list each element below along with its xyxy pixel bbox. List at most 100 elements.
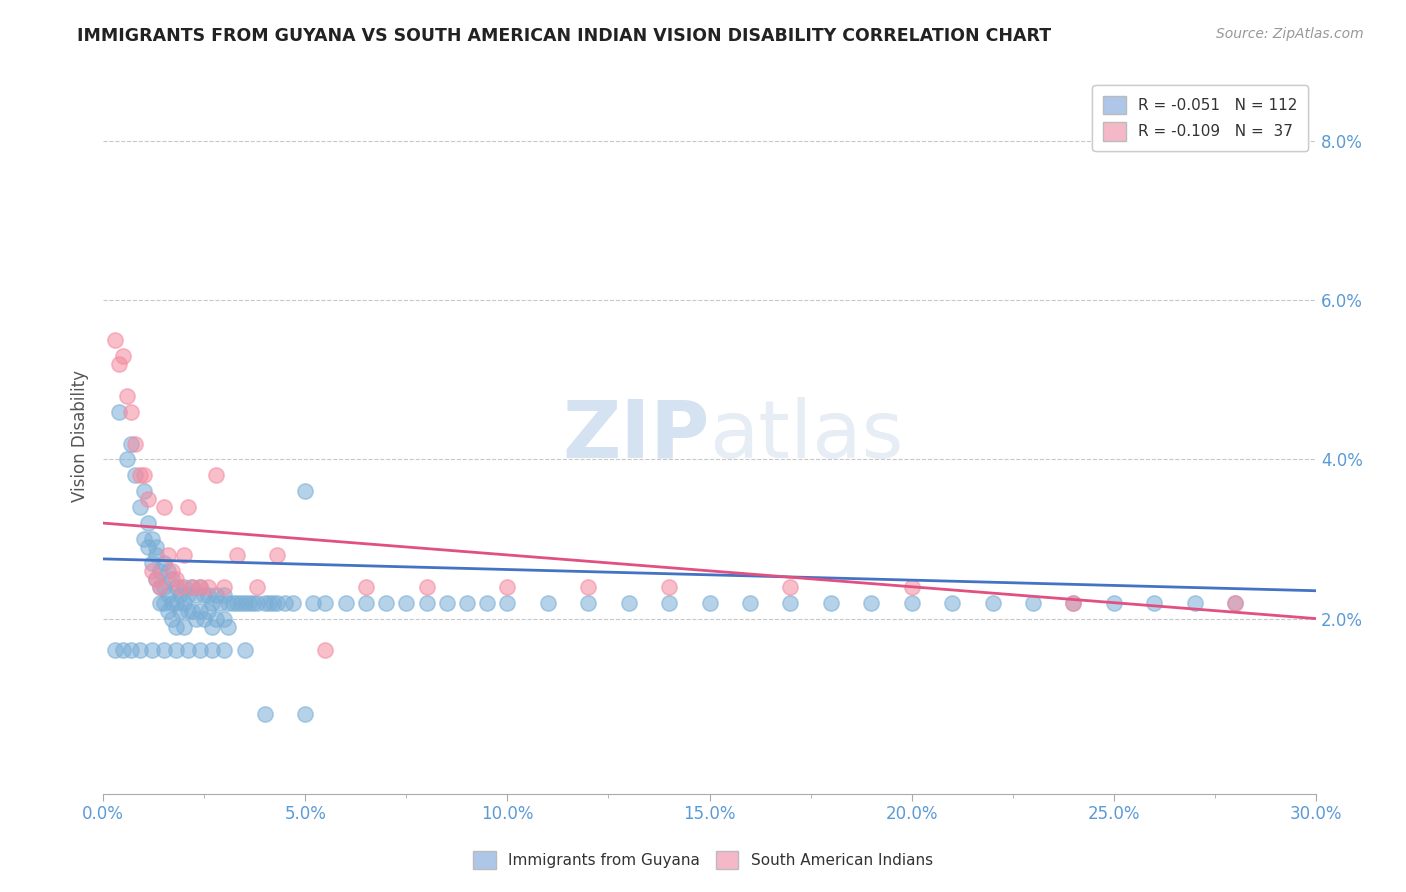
Point	[242, 596, 264, 610]
Point	[779, 596, 801, 610]
Point	[658, 596, 681, 610]
Point	[214, 611, 236, 625]
Point	[266, 548, 288, 562]
Point	[160, 596, 183, 610]
Point	[860, 596, 883, 610]
Point	[136, 492, 159, 507]
Point	[900, 580, 922, 594]
Point	[173, 548, 195, 562]
Point	[699, 596, 721, 610]
Point	[205, 468, 228, 483]
Legend: Immigrants from Guyana, South American Indians: Immigrants from Guyana, South American I…	[467, 845, 939, 875]
Point	[177, 588, 200, 602]
Point	[188, 580, 211, 594]
Point	[108, 405, 131, 419]
Point	[576, 596, 599, 610]
Point	[108, 357, 131, 371]
Point	[201, 596, 224, 610]
Point	[169, 580, 191, 594]
Point	[315, 596, 337, 610]
Point	[145, 572, 167, 586]
Point	[112, 643, 135, 657]
Point	[201, 619, 224, 633]
Point	[253, 707, 276, 722]
Point	[197, 588, 219, 602]
Point	[193, 611, 215, 625]
Point	[225, 548, 247, 562]
Point	[537, 596, 560, 610]
Point	[136, 540, 159, 554]
Point	[156, 564, 179, 578]
Point	[188, 604, 211, 618]
Point	[205, 588, 228, 602]
Point	[415, 596, 437, 610]
Point	[117, 389, 139, 403]
Point	[375, 596, 398, 610]
Point	[173, 596, 195, 610]
Point	[436, 596, 458, 610]
Point	[156, 548, 179, 562]
Point	[217, 596, 239, 610]
Point	[197, 580, 219, 594]
Point	[152, 596, 174, 610]
Point	[354, 596, 377, 610]
Point	[149, 596, 172, 610]
Point	[132, 532, 155, 546]
Point	[188, 580, 211, 594]
Point	[156, 588, 179, 602]
Point	[315, 643, 337, 657]
Point	[141, 564, 163, 578]
Point	[266, 596, 288, 610]
Point	[141, 556, 163, 570]
Point	[496, 596, 519, 610]
Point	[658, 580, 681, 594]
Y-axis label: Vision Disability: Vision Disability	[72, 369, 89, 501]
Point	[395, 596, 418, 610]
Point	[197, 604, 219, 618]
Point	[246, 596, 269, 610]
Point	[145, 540, 167, 554]
Point	[141, 643, 163, 657]
Point	[169, 588, 191, 602]
Point	[128, 468, 150, 483]
Point	[294, 707, 316, 722]
Point	[173, 619, 195, 633]
Point	[117, 452, 139, 467]
Point	[900, 596, 922, 610]
Point	[1143, 596, 1166, 610]
Point	[496, 580, 519, 594]
Point	[120, 643, 142, 657]
Point	[1062, 596, 1084, 610]
Point	[156, 604, 179, 618]
Point	[1102, 596, 1125, 610]
Point	[145, 572, 167, 586]
Point	[132, 468, 155, 483]
Point	[177, 604, 200, 618]
Point	[233, 596, 256, 610]
Point	[738, 596, 761, 610]
Text: atlas: atlas	[710, 397, 904, 475]
Text: Source: ZipAtlas.com: Source: ZipAtlas.com	[1216, 27, 1364, 41]
Point	[136, 516, 159, 530]
Point	[335, 596, 357, 610]
Point	[160, 611, 183, 625]
Point	[112, 349, 135, 363]
Point	[1184, 596, 1206, 610]
Point	[181, 580, 204, 594]
Point	[354, 580, 377, 594]
Point	[221, 596, 243, 610]
Legend: R = -0.051   N = 112, R = -0.109   N =  37: R = -0.051 N = 112, R = -0.109 N = 37	[1092, 85, 1309, 152]
Point	[302, 596, 325, 610]
Point	[132, 484, 155, 499]
Point	[188, 643, 211, 657]
Point	[981, 596, 1004, 610]
Point	[262, 596, 284, 610]
Point	[456, 596, 478, 610]
Point	[225, 596, 247, 610]
Point	[149, 580, 172, 594]
Point	[165, 643, 187, 657]
Point	[274, 596, 297, 610]
Point	[169, 604, 191, 618]
Point	[124, 436, 146, 450]
Point	[246, 580, 269, 594]
